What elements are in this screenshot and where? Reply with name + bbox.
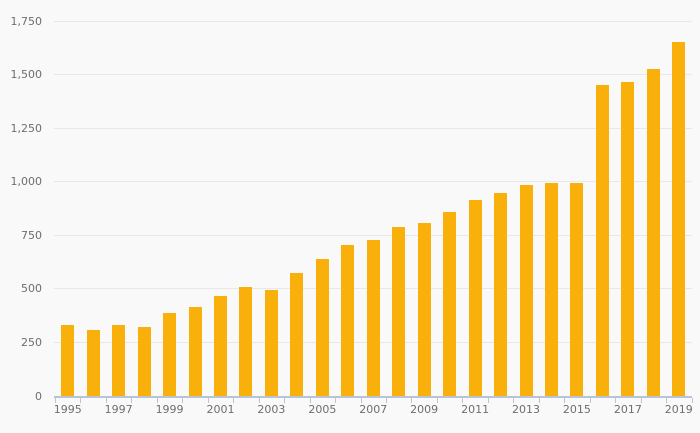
x-axis-tick	[156, 397, 158, 403]
x-axis-tick-label: 2015	[562, 403, 591, 416]
y-axis-tick-label: 250	[21, 335, 42, 349]
x-axis-tick-label: 1995	[53, 403, 82, 416]
x-axis-tick	[538, 397, 540, 403]
x-axis-tick	[666, 397, 668, 403]
bar-2014	[544, 183, 558, 396]
x-axis-tick	[105, 397, 107, 403]
bar-2018	[646, 69, 660, 396]
x-axis-tick-label: 2009	[410, 403, 439, 416]
bar-2001	[213, 296, 227, 396]
x-axis-tick-label: 2005	[308, 403, 337, 416]
gridline	[54, 20, 692, 22]
bar-2012	[494, 193, 508, 396]
x-axis-tick	[182, 397, 184, 403]
x-axis-tick-label: 2011	[461, 403, 490, 416]
y-axis-tick-label: 1,000	[10, 175, 43, 189]
bar-1996	[86, 329, 100, 396]
bar-2016	[595, 84, 609, 396]
x-axis-tick	[564, 397, 566, 403]
x-axis-tick	[55, 397, 56, 403]
x-axis-tick	[640, 397, 642, 403]
x-axis-tick-label: 2019	[664, 403, 693, 416]
gridline	[54, 74, 692, 76]
x-axis-tick-label: 2013	[512, 403, 540, 416]
x-axis-tick	[589, 397, 591, 403]
bar-2013	[519, 184, 533, 396]
bar-2003	[264, 289, 278, 396]
x-axis-tick	[436, 397, 438, 403]
x-axis-tick	[513, 397, 515, 403]
x-axis-tick-label: 2017	[613, 403, 642, 416]
bar-2002	[239, 287, 253, 396]
bar-1998	[137, 327, 151, 396]
x-axis-tick	[258, 397, 260, 403]
bar-2006	[341, 245, 355, 396]
bar-2015	[570, 182, 584, 396]
x-axis-tick	[360, 397, 362, 403]
y-axis-tick-label: 500	[21, 282, 42, 296]
gridline	[54, 234, 692, 236]
gridline	[54, 181, 692, 183]
bar-1997	[112, 325, 126, 396]
x-axis-tick	[411, 397, 413, 403]
x-axis-tick	[80, 397, 82, 403]
bar-2017	[621, 82, 635, 396]
x-axis-tick	[615, 397, 617, 403]
x-axis-tick-label: 1999	[155, 403, 184, 416]
bar-2009	[417, 223, 431, 396]
y-axis-tick-label: 0	[35, 389, 42, 403]
bar-1999	[163, 313, 177, 396]
gridline	[54, 127, 692, 129]
bar-2010	[443, 211, 457, 396]
bar-2019	[672, 41, 686, 396]
x-axis-tick	[691, 397, 693, 403]
bar-2005	[315, 258, 329, 396]
x-axis-tick	[131, 397, 133, 403]
x-axis-tick-label: 2001	[206, 403, 235, 416]
bar-2011	[468, 200, 482, 396]
x-axis-tick	[385, 397, 387, 403]
x-axis-tick	[487, 397, 489, 403]
x-axis-line	[54, 396, 692, 398]
x-axis-tick-label: 2003	[257, 403, 286, 416]
x-axis-tick	[462, 397, 464, 403]
y-axis-tick-label: 1,250	[10, 121, 43, 135]
x-axis-tick	[284, 397, 286, 403]
x-axis-tick	[207, 397, 209, 403]
x-axis-tick	[335, 397, 337, 403]
bar-2008	[392, 226, 406, 396]
y-axis-tick-label: 1,500	[10, 68, 43, 82]
bar-2004	[290, 273, 304, 396]
bar-1995	[61, 325, 75, 396]
bar-2000	[188, 307, 202, 396]
x-axis-tick	[233, 397, 235, 403]
y-axis-tick-label: 750	[21, 228, 42, 242]
x-axis-tick-label: 1997	[104, 403, 133, 416]
y-axis-tick-label: 1,750	[10, 14, 43, 28]
x-axis-tick-label: 2007	[359, 403, 388, 416]
bar-2007	[366, 239, 380, 396]
x-axis-tick	[309, 397, 311, 403]
